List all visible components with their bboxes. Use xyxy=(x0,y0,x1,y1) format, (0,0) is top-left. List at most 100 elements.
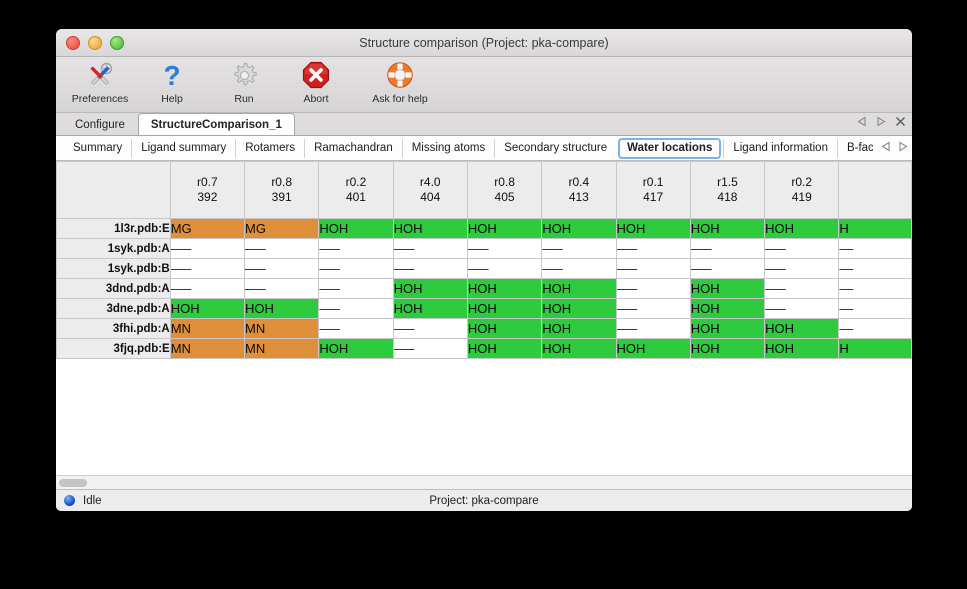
tab-secondary-structure[interactable]: Secondary structure xyxy=(494,138,616,158)
table-cell[interactable]: ––– xyxy=(318,278,394,299)
table-cell[interactable]: HOH xyxy=(690,278,766,299)
table-cell[interactable]: HOH xyxy=(467,318,543,339)
table-cell[interactable]: MN xyxy=(244,318,320,339)
table-row[interactable]: 1syk.pdb:B ––– ––– ––– ––– ––– ––– ––– ––– ––– –– xyxy=(56,258,912,279)
table-cell[interactable]: –– xyxy=(838,318,912,339)
tab-ramachandran[interactable]: Ramachandran xyxy=(304,138,402,158)
water-locations-table-container[interactable]: r0.7 392 r0.8 391 r0.2 401 r4.0 404 r0.8 405 r0.4 4… xyxy=(56,161,912,475)
table-cell[interactable]: HOH xyxy=(690,298,766,319)
table-cell[interactable]: ––– xyxy=(764,278,840,299)
table-cell[interactable]: HOH xyxy=(616,218,691,239)
zoom-window-button[interactable] xyxy=(110,35,124,50)
table-cell[interactable]: ––– xyxy=(318,238,394,259)
tab-rotamers[interactable]: Rotamers xyxy=(235,138,304,158)
preferences-button[interactable]: Preferences xyxy=(64,57,136,105)
next-arrow-icon[interactable] xyxy=(898,139,908,157)
table-row[interactable]: 1syk.pdb:A ––– ––– ––– ––– ––– ––– ––– ––– ––– –– xyxy=(56,238,912,259)
table-cell[interactable]: HOH xyxy=(244,298,320,319)
column-header[interactable]: r0.8 391 xyxy=(244,161,320,219)
tab-ligand-summary[interactable]: Ligand summary xyxy=(131,138,235,158)
table-cell[interactable]: HOH xyxy=(690,218,766,239)
table-cell[interactable]: ––– xyxy=(541,238,617,259)
table-cell[interactable]: ––– xyxy=(616,258,691,279)
close-icon[interactable] xyxy=(895,114,906,132)
table-cell[interactable]: ––– xyxy=(393,258,468,279)
table-cell[interactable]: ––– xyxy=(616,238,691,259)
row-header[interactable]: 1syk.pdb:B xyxy=(56,258,171,279)
table-cell[interactable]: ––– xyxy=(393,338,468,359)
table-cell[interactable]: ––– xyxy=(690,238,766,259)
table-cell[interactable]: HOH xyxy=(318,338,394,359)
tab-water-locations[interactable]: Water locations xyxy=(618,137,722,159)
table-cell[interactable]: –– xyxy=(838,298,912,319)
table-cell[interactable]: ––– xyxy=(318,298,394,319)
help-button[interactable]: ? Help xyxy=(136,57,208,106)
column-header[interactable]: r1.5 418 xyxy=(690,161,766,219)
table-cell[interactable]: ––– xyxy=(467,258,543,279)
column-header[interactable]: r0.2 401 xyxy=(318,161,394,219)
table-cell[interactable]: HOH xyxy=(541,218,617,239)
column-header[interactable]: r0.7 392 xyxy=(170,161,246,219)
table-cell[interactable]: HOH xyxy=(541,338,617,359)
table-cell[interactable]: ––– xyxy=(318,258,394,279)
table-cell[interactable]: HOH xyxy=(541,318,617,339)
table-row[interactable]: 3fhi.pdb:A MN MN ––– ––– HOH HOH ––– HOH HOH –– xyxy=(56,318,912,339)
prev-arrow-icon[interactable] xyxy=(857,114,867,132)
table-cell[interactable]: ––– xyxy=(616,278,691,299)
table-cell[interactable]: ––– xyxy=(170,258,246,279)
table-cell[interactable]: MG xyxy=(244,218,320,239)
run-button[interactable]: Run xyxy=(208,57,280,105)
table-cell[interactable]: HOH xyxy=(467,278,543,299)
column-header[interactable]: r0.4 413 xyxy=(541,161,617,219)
tab-ligand-information[interactable]: Ligand information xyxy=(723,138,837,158)
table-cell[interactable]: ––– xyxy=(690,258,766,279)
table-cell[interactable]: ––– xyxy=(244,258,320,279)
table-cell[interactable]: ––– xyxy=(318,318,394,339)
table-cell[interactable]: HOH xyxy=(467,298,543,319)
row-header[interactable]: 3fhi.pdb:A xyxy=(56,318,171,339)
column-header[interactable]: r0.8 405 xyxy=(467,161,543,219)
table-cell[interactable]: HOH xyxy=(170,298,246,319)
tab-missing-atoms[interactable]: Missing atoms xyxy=(401,138,495,158)
table-cell[interactable]: HOH xyxy=(467,218,543,239)
table-cell[interactable]: HOH xyxy=(393,218,468,239)
minimize-window-button[interactable] xyxy=(88,35,102,50)
table-cell[interactable]: HOH xyxy=(541,298,617,319)
prev-arrow-icon[interactable] xyxy=(881,139,891,157)
table-cell[interactable]: HOH xyxy=(541,278,617,299)
table-cell[interactable]: ––– xyxy=(170,278,246,299)
column-header[interactable]: r4.0 404 xyxy=(393,161,468,219)
table-cell[interactable]: HOH xyxy=(764,218,840,239)
table-cell[interactable]: HOH xyxy=(393,298,468,319)
table-cell[interactable]: H xyxy=(838,218,912,239)
row-header[interactable]: 3dnd.pdb:A xyxy=(56,278,171,299)
horizontal-scrollbar-thumb[interactable] xyxy=(59,478,87,487)
column-header[interactable]: r0.2 419 xyxy=(764,161,840,219)
close-window-button[interactable] xyxy=(66,35,80,50)
table-cell[interactable]: MG xyxy=(170,218,246,239)
table-cell[interactable]: HOH xyxy=(690,338,766,359)
table-row[interactable]: 3dne.pdb:A HOH HOH ––– HOH HOH HOH ––– HOH ––– –– xyxy=(56,298,912,319)
table-cell[interactable]: HOH xyxy=(616,338,691,359)
horizontal-scrollbar[interactable] xyxy=(56,475,912,489)
table-cell[interactable]: ––– xyxy=(244,278,320,299)
table-cell[interactable]: –– xyxy=(838,238,912,259)
table-cell[interactable]: ––– xyxy=(764,258,840,279)
column-header[interactable]: r0.1 417 xyxy=(616,161,691,219)
table-cell[interactable]: ––– xyxy=(541,258,617,279)
table-cell[interactable]: HOH xyxy=(467,338,543,359)
table-cell[interactable]: ––– xyxy=(764,298,840,319)
table-cell[interactable]: HOH xyxy=(393,278,468,299)
next-arrow-icon[interactable] xyxy=(876,114,886,132)
table-row[interactable]: 3fjq.pdb:E MN MN HOH ––– HOH HOH HOH HOH HOH H xyxy=(56,338,912,359)
table-cell[interactable]: ––– xyxy=(393,238,468,259)
table-cell[interactable]: H xyxy=(838,338,912,359)
table-cell[interactable]: MN xyxy=(170,338,246,359)
table-cell[interactable]: ––– xyxy=(616,298,691,319)
table-cell[interactable]: ––– xyxy=(467,238,543,259)
table-cell[interactable]: ––– xyxy=(616,318,691,339)
table-cell[interactable]: HOH xyxy=(764,338,840,359)
table-row[interactable]: 3dnd.pdb:A ––– ––– ––– HOH HOH HOH ––– HOH ––– –– xyxy=(56,278,912,299)
table-cell[interactable]: HOH xyxy=(318,218,394,239)
row-header[interactable]: 3fjq.pdb:E xyxy=(56,338,171,359)
